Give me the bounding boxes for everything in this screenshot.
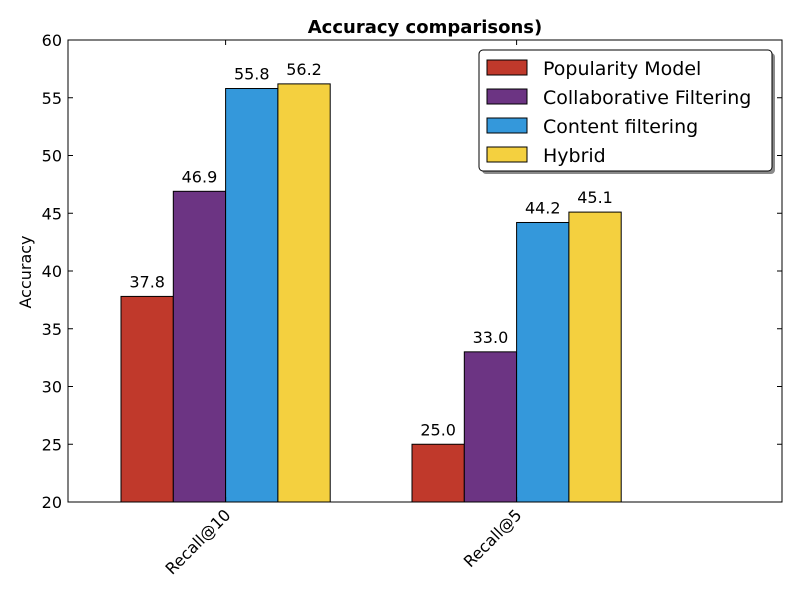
plot-frame (67, 39, 783, 503)
y-tick-label: 60 (42, 31, 62, 50)
legend-box (478, 49, 773, 172)
bar (516, 221, 570, 503)
x-tick-label: Recall@5 (460, 505, 526, 571)
legend: Popularity Model Collaborative Filtering C… (478, 49, 775, 174)
bar-value-label: 37.8 (129, 272, 165, 291)
y-tick-label: 45 (42, 204, 62, 223)
y-tick-label: 35 (42, 320, 62, 339)
y-tick-label: 40 (42, 262, 62, 281)
bar (120, 295, 174, 503)
bar (463, 351, 518, 503)
y-axis-label: Accuracy (16, 235, 35, 308)
legend-entry-label: Collaborative Filtering (543, 87, 751, 109)
bar-value-label: 55.8 (234, 65, 270, 84)
y-tick-label: 25 (42, 435, 62, 454)
y-tick-label: 20 (42, 493, 62, 512)
bar-value-label: 44.2 (525, 198, 561, 217)
bar-value-label: 33.0 (473, 328, 509, 347)
legend-entry-label: Content filtering (543, 116, 698, 138)
x-tick-label: Recall@10 (162, 505, 235, 578)
bar-value-label: 46.9 (182, 167, 218, 186)
bar-value-label: 45.1 (577, 188, 613, 207)
chart-title: Accuracy comparisons) (308, 17, 542, 38)
legend-swatch (486, 117, 528, 134)
bar (411, 443, 465, 503)
legend-entry-label: Popularity Model (543, 58, 701, 80)
legend-swatch (486, 88, 528, 105)
y-tick-label: 30 (42, 378, 62, 397)
legend-entry-label: Hybrid (543, 145, 606, 167)
y-tick-label: 50 (42, 147, 62, 166)
bar (172, 190, 227, 503)
bar (277, 83, 331, 503)
legend-swatch (486, 146, 528, 163)
bar-value-label: 25.0 (420, 420, 456, 439)
bar (225, 88, 279, 503)
bar-value-label: 56.2 (286, 60, 322, 79)
legend-swatch (486, 59, 528, 76)
y-tick-label: 55 (42, 89, 62, 108)
bar (568, 211, 622, 503)
